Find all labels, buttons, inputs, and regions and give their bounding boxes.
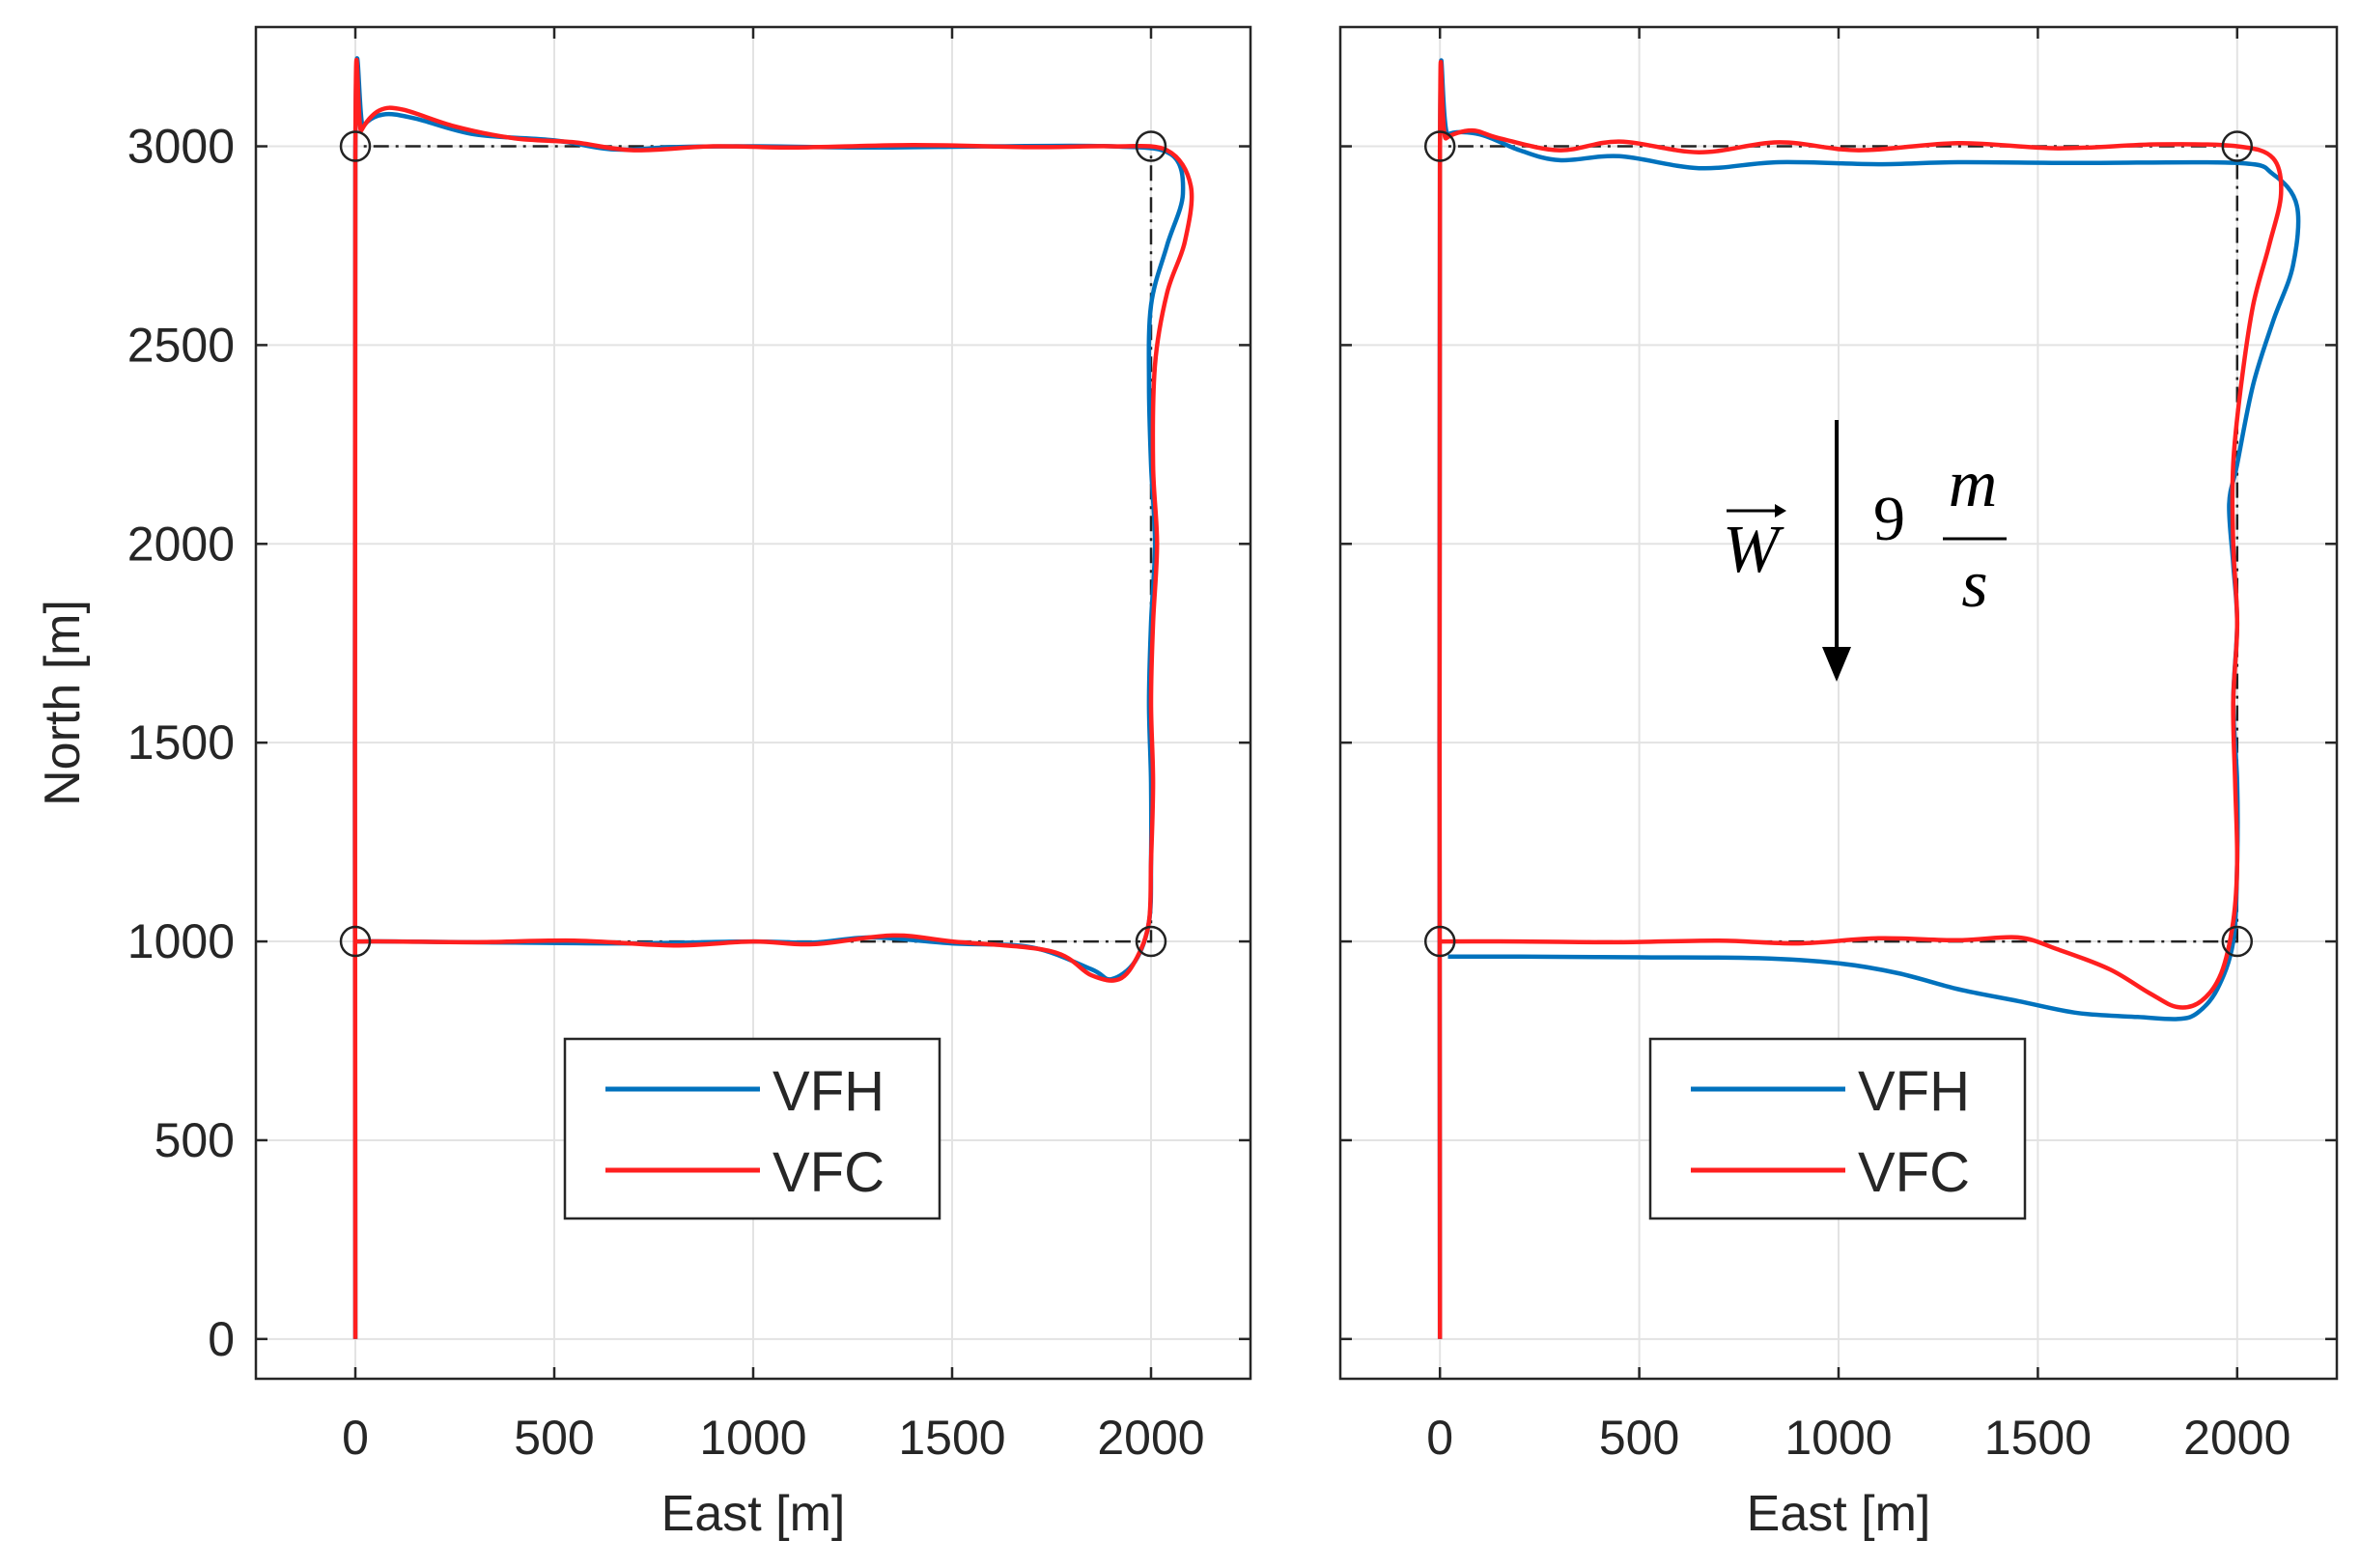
left-legend: VFH VFC: [563, 1037, 941, 1220]
right-xtick-label: 2000: [2183, 1411, 2290, 1465]
left-waypoint-marker: [1135, 925, 1167, 958]
wind-annotation: W 9 m s: [1723, 420, 2007, 682]
right-waypoint-marker: [2221, 130, 2254, 162]
wind-unit-denominator: s: [1961, 547, 1987, 622]
left-xtick-label: 1500: [898, 1411, 1005, 1465]
right-series: [1437, 58, 2301, 1339]
right-waypoint-marker: [1423, 925, 1456, 958]
left-waypoint-marker: [339, 130, 372, 162]
right-legend-box: [1648, 1037, 2027, 1220]
right-legend-vfh-label: VFH: [1858, 1060, 1970, 1123]
right-series-vfc: [1437, 60, 2284, 1339]
left-ytick-label: 1500: [127, 715, 235, 770]
left-waypoint-marker: [339, 925, 372, 958]
wind-magnitude: 9: [1873, 484, 1905, 554]
right-legend-vfc-label: VFC: [1858, 1141, 1970, 1204]
left-ytick-label: 500: [155, 1113, 235, 1167]
left-series-vfh: [352, 56, 1186, 1339]
left-ytick-label: 0: [208, 1312, 235, 1366]
left-legend-box: [563, 1037, 941, 1220]
right-x-axis-label: East [m]: [1747, 1486, 1931, 1542]
left-ytick-label: 2500: [127, 318, 235, 372]
wind-arrow-head: [1822, 647, 1851, 682]
right-waypoint-marker: [1423, 130, 1456, 162]
left-xtick-label: 500: [514, 1411, 594, 1465]
right-xtick-label: 1500: [1984, 1411, 2092, 1465]
left-waypoints: [339, 130, 1167, 958]
left-xtick-labels: 0 500 1000 1500 2000: [342, 1411, 1205, 1465]
right-waypoint-marker: [2221, 925, 2254, 958]
right-series-vfh: [1437, 58, 2301, 1339]
left-xtick-label: 2000: [1097, 1411, 1204, 1465]
left-ytick-label: 3000: [127, 120, 235, 174]
right-xtick-label: 500: [1599, 1411, 1679, 1465]
right-xtick-label: 0: [1426, 1411, 1453, 1465]
left-ytick-labels: 0 500 1000 1500 2000 2500 3000: [127, 120, 235, 1366]
right-legend: VFH VFC: [1648, 1037, 2027, 1220]
left-axes-box: [254, 25, 1252, 1381]
left-legend-vfh-label: VFH: [773, 1060, 885, 1123]
wind-vector-overarrow-head: [1775, 504, 1786, 518]
right-xtick-labels: 0 500 1000 1500 2000: [1426, 1411, 2290, 1465]
wind-unit-numerator: m: [1949, 447, 1998, 521]
left-series-vfc: [352, 58, 1194, 1339]
left-panel: 0 500 1000 1500 2000 0 500 1000 1500 2000 2500 300…: [35, 25, 1252, 1542]
right-waypoints: [1423, 130, 2254, 958]
left-ytick-label: 1000: [127, 914, 235, 968]
wind-vector-symbol: W: [1723, 513, 1784, 587]
left-y-axis-label: North [m]: [35, 600, 91, 806]
right-axes-box: [1338, 25, 2339, 1381]
left-waypoint-marker: [1135, 130, 1167, 162]
left-x-axis-label: East [m]: [661, 1486, 846, 1542]
left-legend-vfc-label: VFC: [773, 1141, 885, 1204]
right-panel: 0 500 1000 1500 2000 East [m] W 9 m s VFH VF…: [1338, 25, 2339, 1542]
right-xtick-label: 1000: [1784, 1411, 1892, 1465]
left-ytick-label: 2000: [127, 517, 235, 571]
left-xtick-label: 0: [342, 1411, 369, 1465]
left-xtick-label: 1000: [699, 1411, 806, 1465]
left-series: [352, 56, 1194, 1339]
